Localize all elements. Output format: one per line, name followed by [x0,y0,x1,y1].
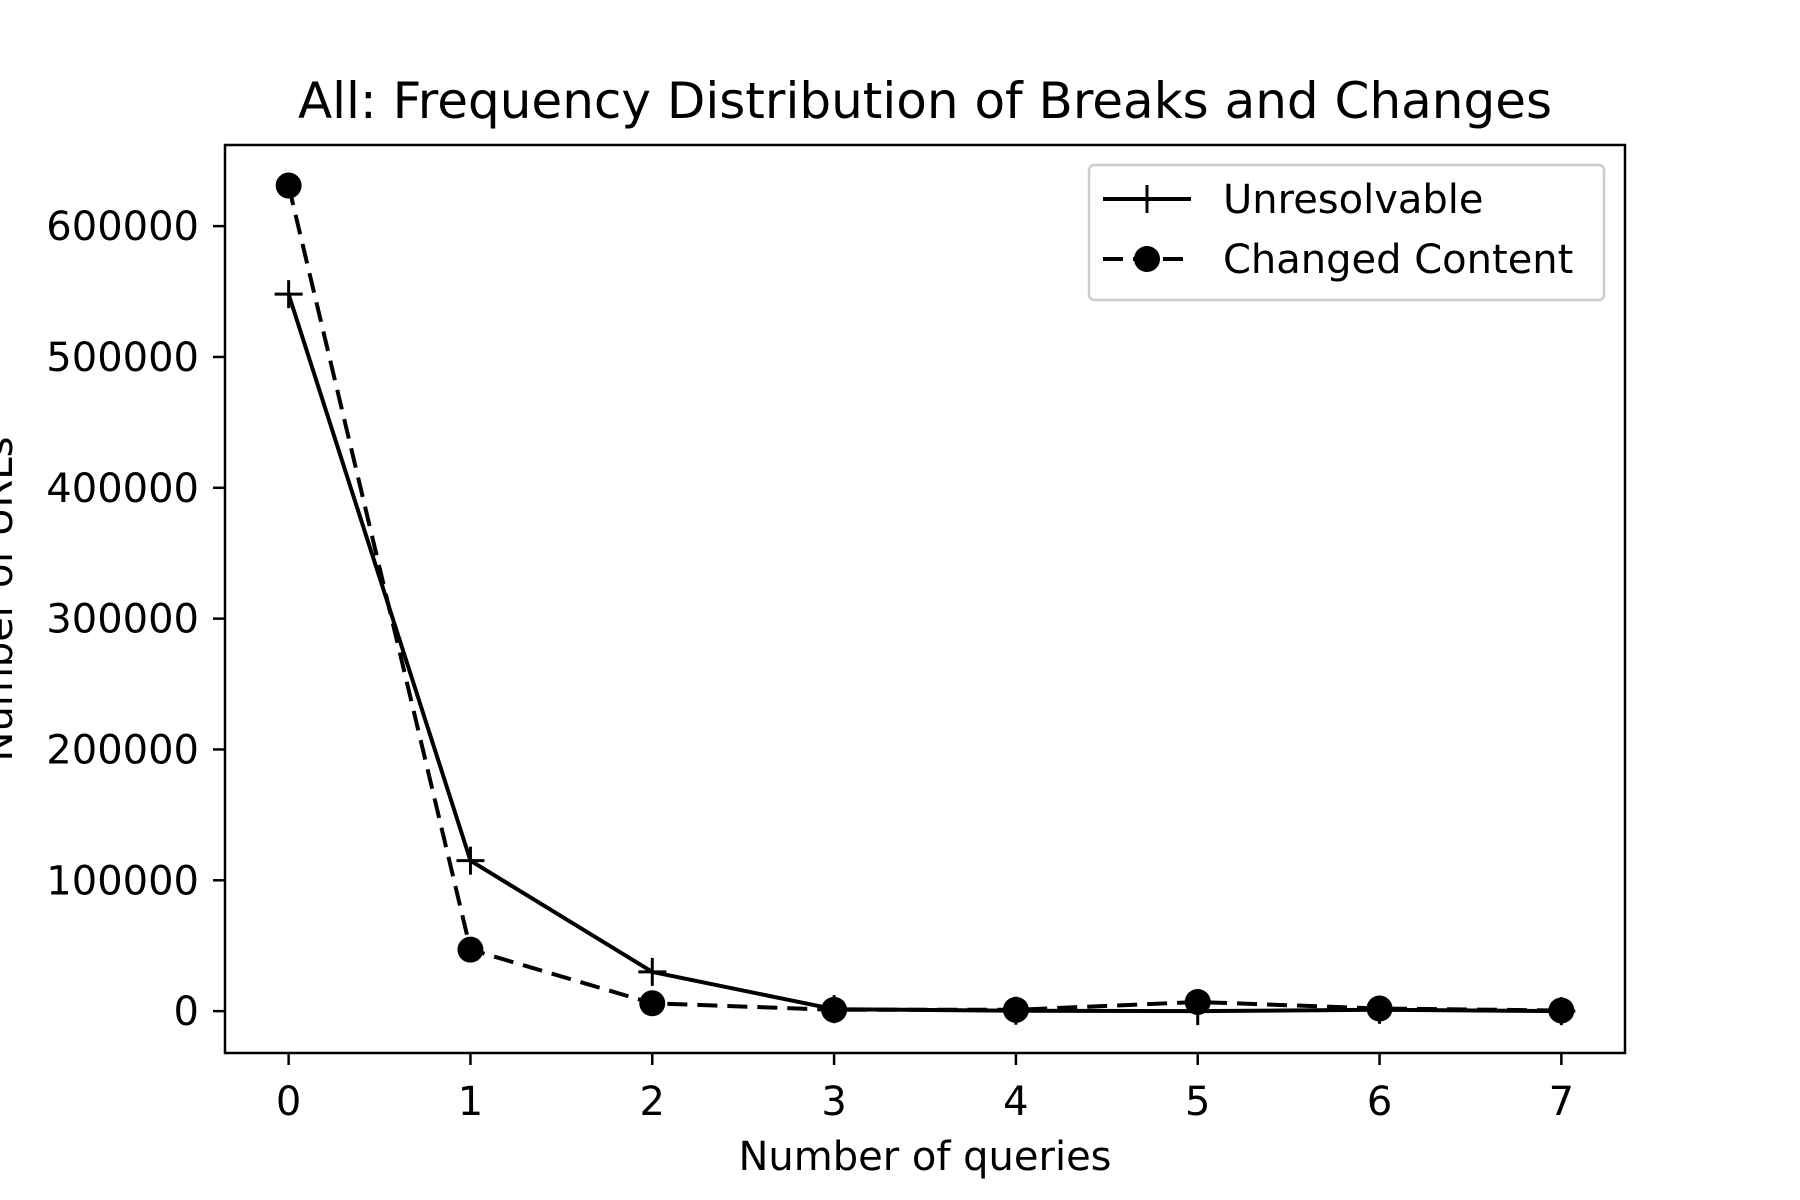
plot-area-frame [223,143,1627,1055]
series-line-unresolvable [286,293,1562,1014]
data-point-unresolvable [274,280,303,309]
y-tick-label: 500000 [46,335,199,381]
series-layer [274,172,1576,1026]
legend-box [1087,163,1606,302]
data-point-changed-content [275,172,302,199]
x-tick-label: 4 [1003,1079,1028,1125]
series-line-changed-content [286,185,1562,1013]
data-point-changed-content [1366,995,1393,1022]
x-axis: 0 1 2 3 4 5 6 7 [276,1053,1574,1125]
x-tick-label: 2 [640,1079,665,1125]
x-tick-label: 3 [821,1079,846,1125]
legend: Unresolvable Changed Content [1087,163,1606,302]
y-tick-label: 200000 [46,727,199,773]
x-tick-label: 1 [458,1079,483,1125]
data-point-unresolvable [638,957,667,986]
data-point-changed-content [1548,997,1575,1024]
legend-unresolvable-label: Unresolvable [1223,177,1484,223]
y-axis-label: Number of URLs [0,437,22,762]
y-tick-label: 300000 [46,597,199,643]
y-tick-label: 100000 [46,858,199,904]
y-tick-label: 600000 [46,204,199,250]
x-tick-label: 0 [276,1079,301,1125]
legend-changed-content-label: Changed Content [1223,237,1573,283]
legend-unresolvable-marker [1133,185,1161,213]
x-tick-label: 5 [1185,1079,1210,1125]
data-point-changed-content [821,996,848,1023]
x-tick-label: 6 [1367,1079,1392,1125]
y-axis: 0 100000 200000 300000 400000 500000 600000 [46,204,225,1035]
data-point-changed-content [457,936,484,963]
data-point-changed-content [639,990,666,1017]
x-tick-label: 7 [1549,1079,1574,1125]
data-point-changed-content [1184,988,1211,1015]
y-tick-label: 0 [174,989,199,1035]
data-point-changed-content [1002,996,1029,1023]
y-tick-label: 400000 [46,466,199,512]
chart-title: All: Frequency Distribution of Breaks an… [298,72,1552,130]
legend-changed-content-marker [1134,246,1160,272]
data-point-unresolvable [456,846,485,875]
x-axis-label: Number of queries [738,1134,1111,1180]
